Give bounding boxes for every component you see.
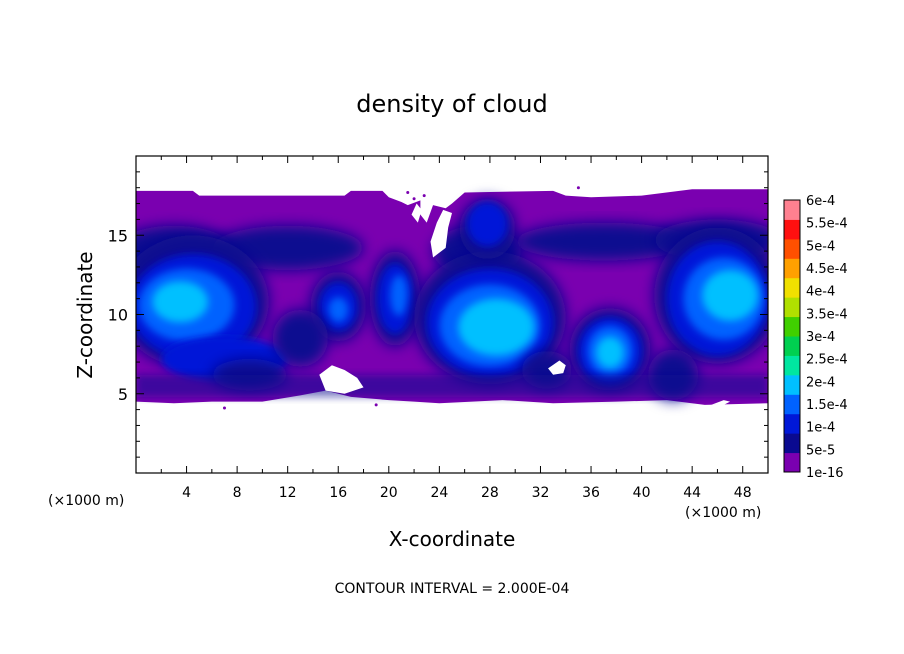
cloud-speck: [406, 190, 410, 194]
x-unit-label-left: (×1000 m): [48, 493, 124, 509]
cloud-contour-blob: [458, 298, 535, 356]
cloud-gap: [548, 360, 566, 375]
colorbar-label: 4e-4: [806, 285, 835, 300]
x-tick-label: 32: [532, 485, 550, 501]
colorbar-swatch: [784, 316, 800, 337]
x-tick-label: 36: [582, 485, 600, 501]
x-tick-label: 48: [734, 485, 752, 501]
chart-title: density of cloud: [356, 90, 547, 118]
x-tick-label: 24: [430, 485, 448, 501]
cloud-gap: [319, 365, 364, 394]
colorbar-label: 3.5e-4: [806, 307, 848, 322]
x-unit-label-right: (×1000 m): [685, 505, 761, 521]
cloud-gap: [411, 203, 422, 223]
cloud-gap: [711, 400, 731, 405]
x-tick-label: 20: [380, 485, 398, 501]
colorbar-label: 3e-4: [806, 330, 835, 345]
colorbar-swatch: [784, 238, 800, 259]
x-tick-label: 44: [683, 485, 701, 501]
colorbar-swatch: [784, 433, 800, 454]
colorbar-swatch: [784, 355, 800, 376]
x-tick-label: 8: [233, 485, 242, 501]
colorbar-frame: [783, 199, 801, 473]
colorbar-label: 2.5e-4: [806, 353, 848, 368]
cloud-speck: [422, 194, 426, 198]
colorbar-label: 5e-5: [806, 443, 835, 458]
colorbar-swatch: [784, 336, 800, 356]
x-tick-label: 16: [329, 485, 347, 501]
cloud-speck: [412, 197, 416, 201]
cloud-gap: [430, 209, 452, 258]
colorbar-swatch: [784, 452, 800, 473]
colorbar-swatch: [784, 277, 800, 298]
y-tick-label: 10: [108, 306, 128, 325]
colorbar-label: 5e-4: [806, 239, 835, 254]
y-axis-ticks: 5 10 15: [108, 171, 768, 458]
cloud-contour-blob: [390, 274, 408, 317]
x-axis-label: X-coordinate: [389, 527, 516, 551]
cloud-contour-blob: [272, 309, 329, 367]
cloud-contour-blob: [328, 297, 349, 323]
cloud-speck: [576, 186, 580, 190]
cloud-contour-blob: [596, 336, 624, 369]
y-tick-label: 15: [108, 226, 128, 245]
colorbar-swatch: [784, 200, 800, 220]
colorbar-label: 2e-4: [806, 375, 835, 390]
colorbar-label: 5.5e-4: [806, 217, 848, 232]
cloud-contour-blob: [702, 270, 758, 321]
colorbar-label: 6e-4: [806, 194, 835, 209]
colorbar-swatch: [784, 258, 800, 279]
cloud-contour-blob: [152, 281, 209, 323]
x-tick-label: 40: [633, 485, 651, 501]
cloud-speck: [374, 403, 378, 407]
y-tick-label: 5: [118, 385, 128, 404]
colorbar-swatch: [784, 413, 800, 434]
cloud-contour-blob: [515, 222, 693, 261]
y-axis-label: Z-coordinate: [73, 251, 97, 378]
colorbar-label: 1e-16: [806, 466, 844, 481]
cloud-field: [136, 186, 768, 410]
cloud-speck: [222, 406, 226, 410]
colorbar-swatch: [784, 394, 800, 415]
colorbar-swatch: [784, 374, 800, 395]
colorbar-swatch: [784, 219, 800, 240]
plot-area: [136, 156, 768, 473]
colorbar-label: 1e-4: [806, 421, 835, 436]
colorbar-swatch: [784, 297, 800, 318]
x-tick-label: 28: [481, 485, 499, 501]
colorbar-label: 1.5e-4: [806, 398, 848, 413]
cloud-contour-blob: [467, 201, 508, 247]
x-tick-label: 4: [182, 485, 191, 501]
contour-interval-text: CONTOUR INTERVAL = 2.000E-04: [335, 581, 570, 597]
x-tick-label: 12: [279, 485, 297, 501]
colorbar: 1e-16 5e-5 1e-4 1.5e-4 2e-4 2.5e-4 3e-4 3.5e-4 4…: [783, 194, 848, 481]
x-axis-ticks: 4 8 12 16 20 24 28 32 36 40 44 48: [160, 156, 752, 501]
cloud-base-rim: [136, 374, 768, 397]
colorbar-label: 4.5e-4: [806, 262, 848, 277]
